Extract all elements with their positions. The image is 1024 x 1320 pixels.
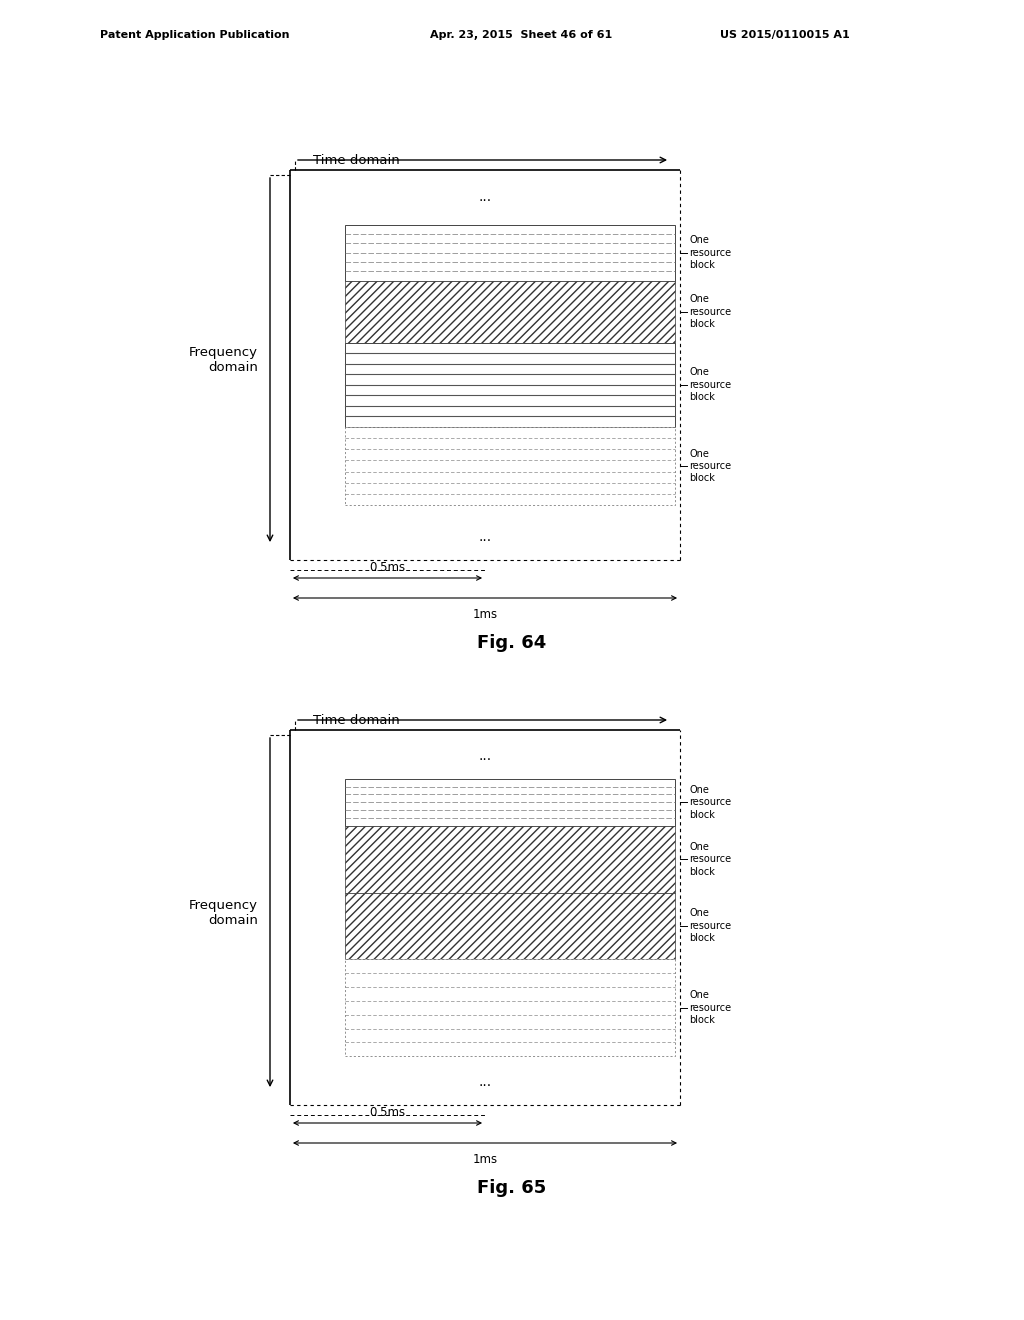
Text: ...: ...	[478, 750, 492, 763]
Bar	[345, 826, 675, 892]
Text: 0.5ms: 0.5ms	[370, 561, 406, 574]
Bar	[345, 281, 675, 342]
Text: Time domain: Time domain	[313, 153, 399, 166]
Text: One
resource
block: One resource block	[689, 367, 731, 403]
Bar	[345, 426, 675, 506]
Text: One
resource
block: One resource block	[689, 785, 731, 820]
Text: ...: ...	[478, 190, 492, 205]
Bar	[345, 892, 675, 960]
Text: Patent Application Publication: Patent Application Publication	[100, 30, 290, 40]
Bar	[345, 779, 675, 826]
Bar	[345, 960, 675, 1056]
Text: Apr. 23, 2015  Sheet 46 of 61: Apr. 23, 2015 Sheet 46 of 61	[430, 30, 612, 40]
Text: One
resource
block: One resource block	[689, 990, 731, 1026]
Text: 1ms: 1ms	[472, 1152, 498, 1166]
Bar	[345, 342, 675, 426]
Text: One
resource
block: One resource block	[689, 294, 731, 329]
Text: 1ms: 1ms	[472, 609, 498, 620]
Text: 0.5ms: 0.5ms	[370, 1106, 406, 1119]
Text: Fig. 65: Fig. 65	[477, 1179, 547, 1197]
Bar	[345, 224, 675, 281]
Text: Fig. 64: Fig. 64	[477, 634, 547, 652]
Text: One
resource
block: One resource block	[689, 235, 731, 271]
Text: US 2015/0110015 A1: US 2015/0110015 A1	[720, 30, 850, 40]
Text: One
resource
block: One resource block	[689, 842, 731, 876]
Text: One
resource
block: One resource block	[689, 449, 731, 483]
Text: ...: ...	[478, 529, 492, 544]
Text: One
resource
block: One resource block	[689, 908, 731, 944]
Text: Frequency
domain: Frequency domain	[189, 346, 258, 374]
Text: ...: ...	[478, 1076, 492, 1089]
Text: Time domain: Time domain	[313, 714, 399, 726]
Text: Frequency
domain: Frequency domain	[189, 899, 258, 927]
